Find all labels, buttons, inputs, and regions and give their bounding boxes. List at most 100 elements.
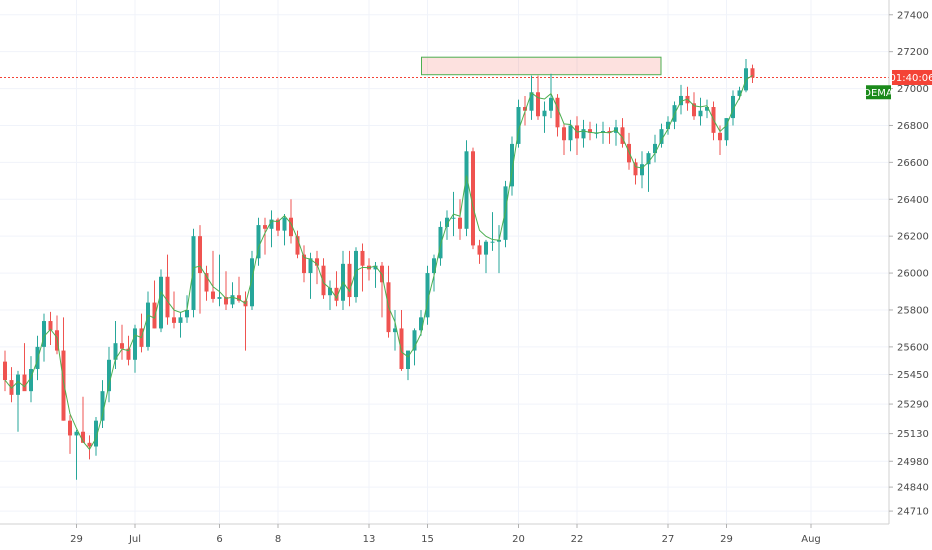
candle[interactable]	[211, 250, 215, 303]
candle[interactable]	[718, 125, 722, 155]
candle[interactable]	[640, 151, 644, 189]
candle[interactable]	[256, 217, 261, 266]
candle[interactable]	[308, 252, 313, 299]
candle[interactable]	[100, 380, 105, 429]
candle[interactable]	[113, 321, 118, 370]
candle[interactable]	[425, 265, 430, 325]
candle[interactable]	[529, 75, 534, 120]
candle[interactable]	[393, 309, 397, 351]
candle[interactable]	[432, 254, 436, 292]
y-tick-label: 26400	[897, 195, 929, 206]
candle[interactable]	[230, 282, 235, 309]
candle[interactable]	[178, 311, 183, 338]
candle[interactable]	[94, 416, 98, 456]
candle[interactable]	[633, 158, 638, 185]
candle[interactable]	[3, 350, 7, 392]
candle[interactable]	[646, 151, 651, 192]
candle[interactable]	[29, 356, 33, 403]
candle[interactable]	[620, 118, 625, 148]
candle[interactable]	[705, 99, 709, 119]
candle[interactable]	[614, 119, 618, 146]
indicator-badge	[866, 85, 891, 100]
candle[interactable]	[48, 311, 53, 346]
candle[interactable]	[347, 250, 352, 307]
candle[interactable]	[744, 59, 748, 93]
candle[interactable]	[659, 123, 664, 148]
candle[interactable]	[555, 94, 560, 137]
candle[interactable]	[282, 214, 287, 246]
candle[interactable]	[276, 217, 280, 237]
candle[interactable]	[516, 99, 521, 148]
candle[interactable]	[724, 118, 729, 146]
candle[interactable]	[484, 239, 488, 274]
candle[interactable]	[302, 245, 306, 283]
candle[interactable]	[328, 280, 332, 310]
candle[interactable]	[464, 140, 469, 237]
candle[interactable]	[380, 262, 384, 318]
candle[interactable]	[458, 199, 462, 240]
candle[interactable]	[497, 225, 501, 274]
candle[interactable]	[146, 291, 150, 351]
candle[interactable]	[490, 212, 495, 251]
candle[interactable]	[198, 225, 202, 314]
candle[interactable]	[107, 346, 111, 403]
candle[interactable]	[74, 429, 79, 480]
candle[interactable]	[607, 127, 612, 144]
candle[interactable]	[191, 228, 196, 318]
candle-body	[185, 309, 189, 318]
candle[interactable]	[653, 134, 657, 163]
candle[interactable]	[321, 258, 326, 299]
candle-body	[516, 107, 521, 144]
candle[interactable]	[295, 230, 300, 259]
candle[interactable]	[165, 254, 170, 325]
candle[interactable]	[289, 199, 293, 244]
candle[interactable]	[575, 116, 579, 155]
x-axis-ticks[interactable]: 29 Jul 6 8 13 15 20 22 27 29 Aug	[70, 524, 821, 545]
candle[interactable]	[315, 250, 319, 285]
candle[interactable]	[562, 123, 566, 155]
candle[interactable]	[406, 350, 410, 381]
candle[interactable]	[588, 121, 592, 141]
candle[interactable]	[269, 210, 274, 248]
y-axis-ticks[interactable]: 27400 27200 27000 26800 26600 26400 26200 26000…	[889, 10, 929, 518]
candle[interactable]	[750, 64, 755, 84]
candle[interactable]	[120, 324, 124, 360]
candle[interactable]	[16, 370, 20, 432]
candle[interactable]	[22, 343, 27, 392]
candle[interactable]	[81, 396, 85, 443]
candle-body	[42, 321, 46, 347]
candle[interactable]	[217, 254, 222, 307]
candle[interactable]	[549, 73, 553, 119]
candle[interactable]	[87, 435, 92, 460]
candle[interactable]	[698, 97, 703, 126]
candle[interactable]	[666, 116, 670, 135]
candle[interactable]	[159, 269, 163, 333]
candle[interactable]	[679, 84, 683, 115]
candle[interactable]	[243, 291, 248, 351]
candle[interactable]	[731, 90, 735, 126]
candle-body	[29, 369, 33, 392]
candle[interactable]	[152, 280, 157, 329]
candle[interactable]	[9, 367, 14, 403]
candle[interactable]	[510, 136, 514, 196]
candle[interactable]	[133, 324, 137, 373]
candle[interactable]	[711, 101, 716, 141]
candle[interactable]	[334, 271, 339, 307]
candle[interactable]	[399, 309, 404, 371]
candle[interactable]	[503, 180, 508, 248]
candle[interactable]	[237, 276, 241, 303]
candle[interactable]	[263, 217, 267, 255]
candle[interactable]	[354, 247, 358, 303]
candle[interactable]	[477, 239, 482, 264]
candle[interactable]	[367, 258, 371, 281]
resistance-zone[interactable]	[421, 56, 662, 76]
candle[interactable]	[35, 335, 40, 381]
candle[interactable]	[204, 265, 209, 301]
candle[interactable]	[341, 250, 345, 310]
candle[interactable]	[581, 119, 586, 148]
candle[interactable]	[61, 317, 66, 421]
candle[interactable]	[224, 271, 228, 310]
candle[interactable]	[542, 101, 547, 133]
candle[interactable]	[471, 147, 475, 250]
candle[interactable]	[68, 415, 72, 454]
